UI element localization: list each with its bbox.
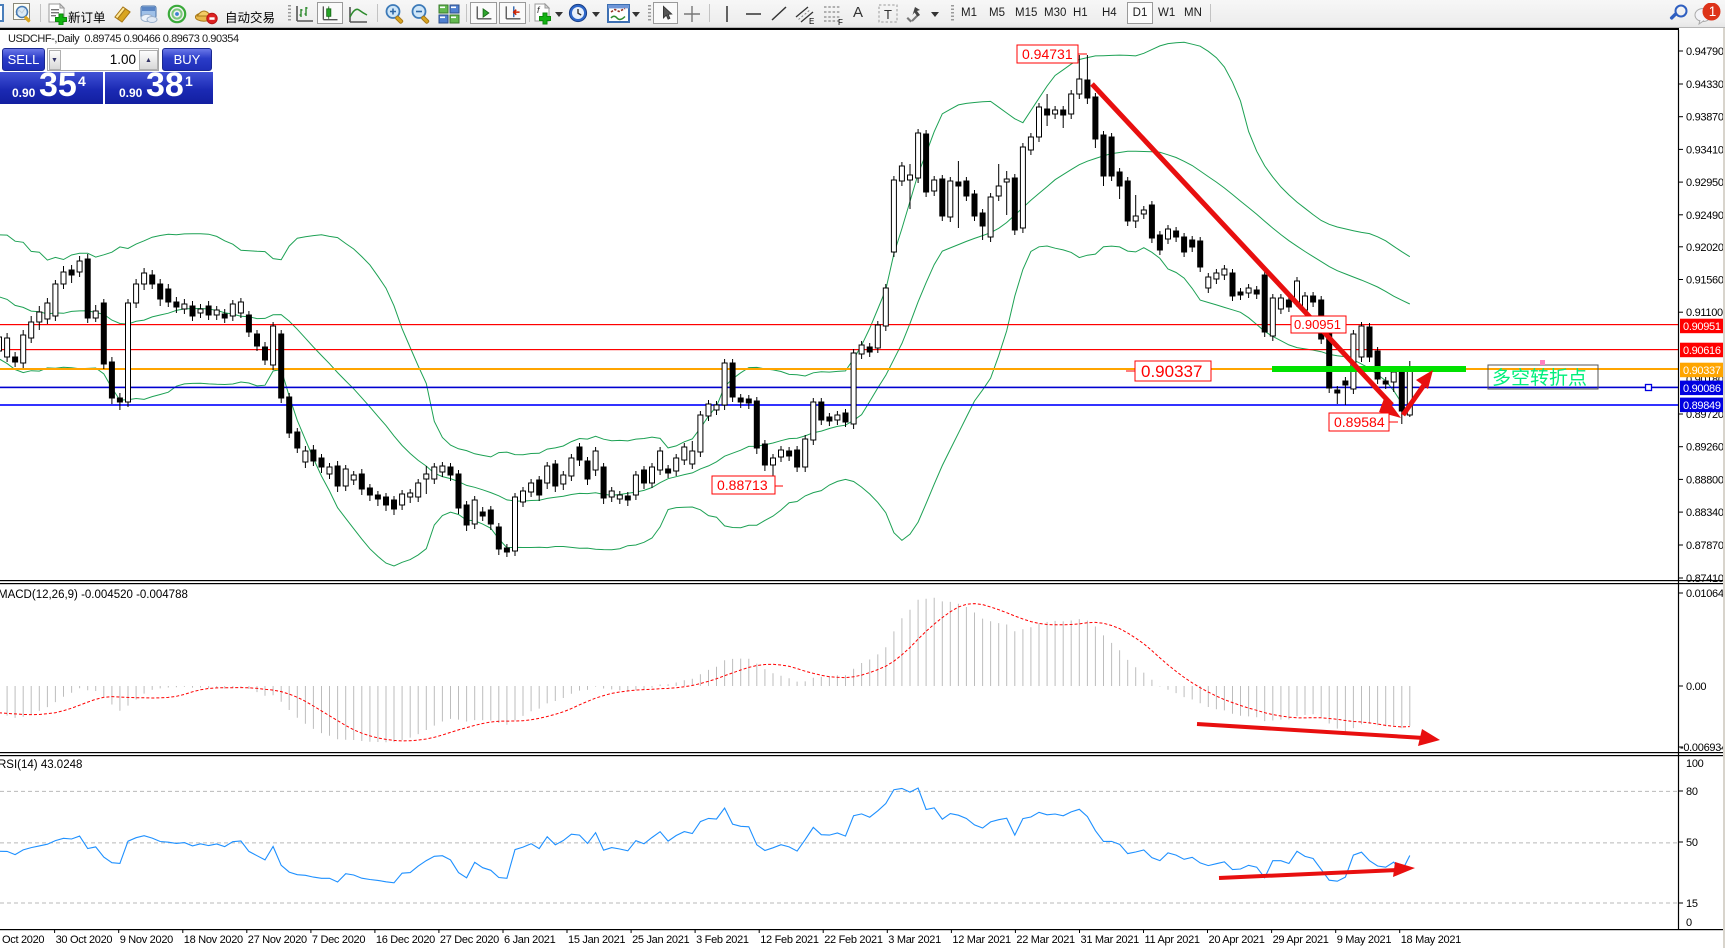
svg-text:18 Nov 2020: 18 Nov 2020 [184, 934, 243, 946]
svg-text:0: 0 [1686, 917, 1692, 929]
svg-text:80: 80 [1686, 786, 1698, 798]
svg-text:25 Jan 2021: 25 Jan 2021 [632, 934, 689, 946]
svg-text:-0.006934: -0.006934 [1680, 742, 1725, 754]
svg-text:0.92490: 0.92490 [1686, 210, 1724, 222]
svg-text:F: F [838, 18, 843, 25]
svg-text:0.90616: 0.90616 [1683, 345, 1721, 357]
svg-text:0.91560: 0.91560 [1686, 275, 1724, 287]
svg-text:29 Apr 2021: 29 Apr 2021 [1273, 934, 1329, 946]
svg-text:27 Nov 2020: 27 Nov 2020 [248, 934, 307, 946]
svg-text:20 Apr 2021: 20 Apr 2021 [1209, 934, 1265, 946]
svg-text:0.88340: 0.88340 [1686, 507, 1724, 519]
svg-text:6 Jan 2021: 6 Jan 2021 [504, 934, 556, 946]
svg-text:15 Jan 2021: 15 Jan 2021 [568, 934, 625, 946]
svg-text:0.89260: 0.89260 [1686, 442, 1724, 454]
svg-text:0.89849: 0.89849 [1683, 400, 1721, 412]
svg-text:15: 15 [1686, 898, 1698, 910]
svg-text:多空转折点: 多空转折点 [1492, 367, 1587, 389]
svg-text:0.90951: 0.90951 [1683, 321, 1721, 333]
svg-text:0.89584: 0.89584 [1334, 414, 1385, 430]
svg-text:0.94790: 0.94790 [1686, 46, 1724, 58]
svg-text:30 Oct 2020: 30 Oct 2020 [56, 934, 113, 946]
svg-text:0.00: 0.00 [1686, 681, 1706, 693]
svg-text:Oct 2020: Oct 2020 [2, 934, 44, 946]
svg-text:0.90951: 0.90951 [1294, 317, 1341, 332]
svg-text:100: 100 [1686, 758, 1704, 770]
svg-text:0.88713: 0.88713 [717, 477, 768, 493]
svg-text:18 May 2021: 18 May 2021 [1401, 934, 1461, 946]
svg-text:MACD(12,26,9) -0.004520 -0.004: MACD(12,26,9) -0.004520 -0.004788 [0, 589, 188, 601]
svg-text:27 Dec 2020: 27 Dec 2020 [440, 934, 499, 946]
svg-text:0.92020: 0.92020 [1686, 242, 1724, 254]
svg-text:0.94731: 0.94731 [1022, 46, 1073, 62]
svg-text:USDCHF-,Daily 0.89745 0.90466: USDCHF-,Daily 0.89745 0.90466 0.89673 0.… [8, 33, 239, 45]
svg-text:0.91100: 0.91100 [1686, 307, 1723, 319]
svg-text:12 Feb 2021: 12 Feb 2021 [760, 934, 819, 946]
svg-text:0.90337: 0.90337 [1683, 365, 1721, 377]
svg-text:0.87410: 0.87410 [1686, 573, 1724, 585]
svg-text:E: E [809, 17, 814, 25]
svg-text:f: f [537, 5, 541, 15]
svg-text:3 Mar 2021: 3 Mar 2021 [888, 934, 941, 946]
svg-text:0.94330: 0.94330 [1686, 79, 1724, 91]
svg-text:50: 50 [1686, 837, 1698, 849]
svg-text:0.92950: 0.92950 [1686, 177, 1724, 189]
svg-text:11 Apr 2021: 11 Apr 2021 [1145, 934, 1200, 946]
svg-text:22 Mar 2021: 22 Mar 2021 [1016, 934, 1075, 946]
svg-text:31 Mar 2021: 31 Mar 2021 [1081, 934, 1140, 946]
svg-text:16 Dec 2020: 16 Dec 2020 [376, 934, 435, 946]
svg-text:12 Mar 2021: 12 Mar 2021 [952, 934, 1011, 946]
svg-text:T: T [884, 7, 892, 22]
svg-text:0.90337: 0.90337 [1141, 362, 1202, 381]
svg-text:22 Feb 2021: 22 Feb 2021 [824, 934, 883, 946]
svg-text:0.88800: 0.88800 [1686, 474, 1724, 486]
svg-text:RSI(14) 43.0248: RSI(14) 43.0248 [0, 759, 82, 771]
svg-text:3 Feb 2021: 3 Feb 2021 [696, 934, 749, 946]
svg-text:0.93410: 0.93410 [1686, 144, 1724, 156]
svg-text:0.93870: 0.93870 [1686, 112, 1724, 124]
svg-text:1: 1 [1709, 4, 1717, 19]
svg-text:0.01064: 0.01064 [1686, 588, 1724, 600]
svg-text:0.87870: 0.87870 [1686, 540, 1724, 552]
svg-text:0.90086: 0.90086 [1683, 383, 1721, 395]
svg-text:7 Dec 2020: 7 Dec 2020 [312, 934, 365, 946]
svg-text:9 May 2021: 9 May 2021 [1337, 934, 1392, 946]
svg-text:9 Nov 2020: 9 Nov 2020 [120, 934, 173, 946]
